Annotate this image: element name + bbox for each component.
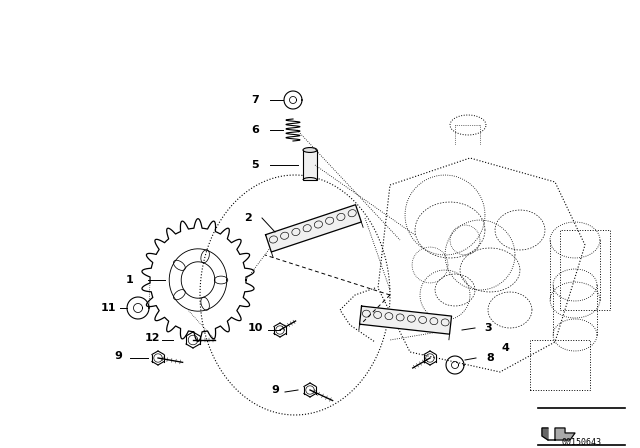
Text: 6: 6	[251, 125, 259, 135]
Bar	[560, 230, 610, 310]
Bar	[530, 340, 590, 390]
Text: 4: 4	[501, 343, 509, 353]
Bar	[303, 150, 317, 180]
Text: 00150643: 00150643	[561, 438, 602, 447]
Polygon shape	[360, 306, 452, 334]
Text: 7: 7	[251, 95, 259, 105]
Text: 11: 11	[100, 303, 116, 313]
Text: 5: 5	[251, 160, 259, 170]
Polygon shape	[266, 205, 362, 252]
Text: 2: 2	[244, 213, 252, 223]
Text: 12: 12	[144, 333, 160, 343]
Text: 3: 3	[484, 323, 492, 333]
Text: 9: 9	[271, 385, 279, 395]
Text: 1: 1	[126, 275, 134, 285]
Ellipse shape	[303, 147, 317, 152]
Text: 9: 9	[114, 351, 122, 361]
Polygon shape	[542, 428, 548, 440]
Polygon shape	[548, 428, 575, 440]
Text: 10: 10	[247, 323, 262, 333]
Text: 8: 8	[486, 353, 494, 363]
